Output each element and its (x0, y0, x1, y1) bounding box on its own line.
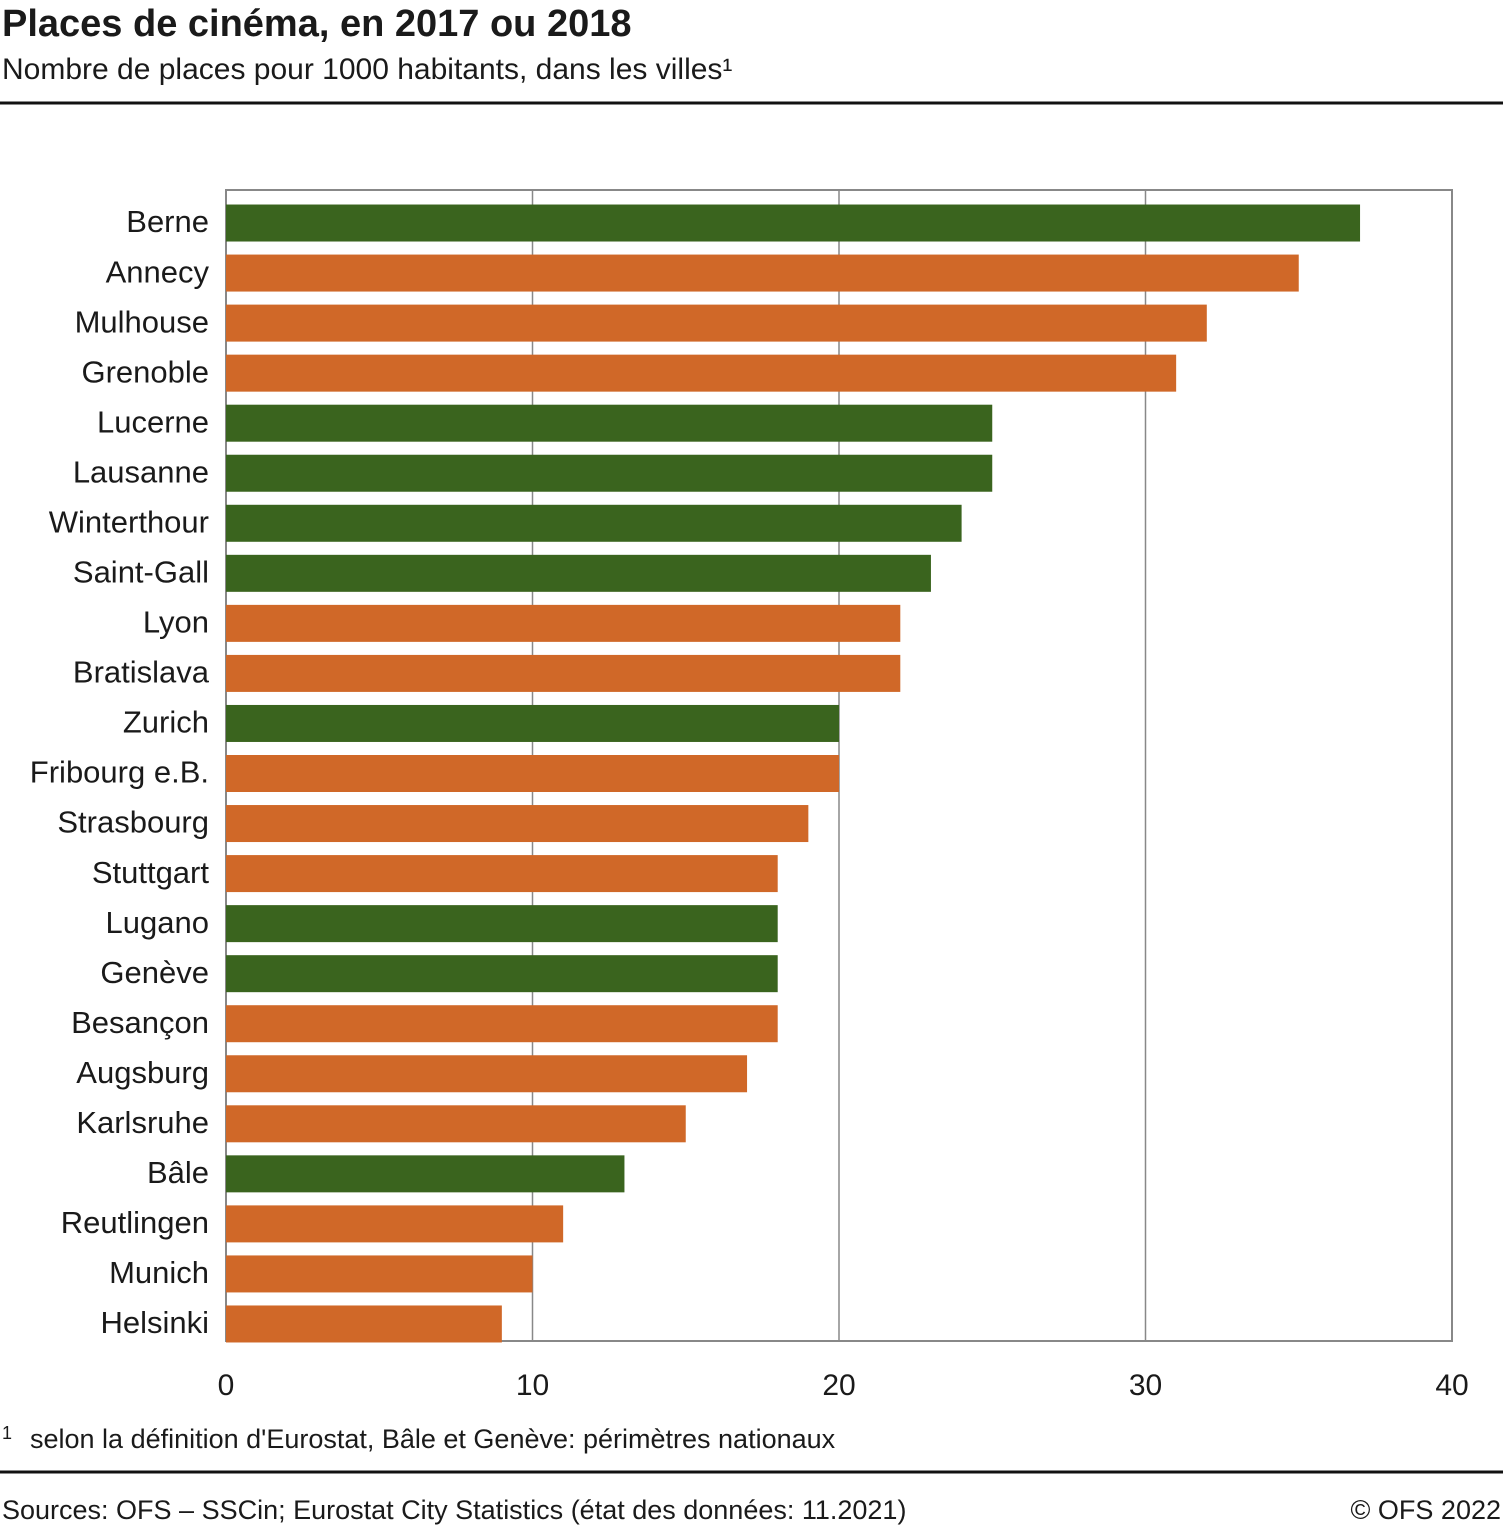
y-tick-label: Lyon (143, 605, 209, 640)
bar (226, 1255, 533, 1293)
y-tick-label: Augsburg (76, 1055, 209, 1090)
bar (226, 955, 778, 993)
y-tick-label: Bratislava (73, 655, 210, 690)
y-tick-label: Genève (100, 955, 209, 990)
footnote-mark: 1 (2, 1423, 12, 1443)
chart-title: Places de cinéma, en 2017 ou 2018 (2, 3, 632, 45)
bar (226, 905, 778, 943)
y-tick-label: Munich (109, 1255, 209, 1290)
y-tick-label: Helsinki (100, 1305, 209, 1340)
y-tick-label: Winterthour (49, 504, 209, 539)
y-tick-label: Zurich (123, 705, 209, 740)
bar (226, 404, 993, 442)
bar (226, 454, 993, 492)
bar (226, 604, 901, 642)
bar (226, 1155, 625, 1193)
bar (226, 1105, 686, 1143)
bar (226, 204, 1361, 242)
y-tick-label: Fribourg e.B. (30, 755, 209, 790)
y-tick-label: Strasbourg (57, 805, 209, 840)
bar (226, 1005, 778, 1043)
y-tick-label: Lausanne (73, 454, 209, 489)
x-tick-label: 20 (822, 1369, 855, 1402)
y-tick-label: Lucerne (97, 404, 209, 439)
bar (226, 254, 1299, 292)
x-tick-label: 10 (516, 1369, 549, 1402)
bar (226, 304, 1207, 342)
bar (226, 1305, 502, 1343)
x-tick-label: 40 (1435, 1369, 1468, 1402)
y-tick-label: Saint-Gall (73, 555, 209, 590)
y-tick-label: Grenoble (81, 354, 209, 389)
y-tick-label: Besançon (71, 1005, 209, 1040)
y-tick-label: Lugano (106, 905, 209, 940)
y-tick-label: Reutlingen (61, 1205, 209, 1240)
bar (226, 504, 962, 542)
y-tick-label: Bâle (147, 1155, 209, 1190)
x-tick-label: 0 (218, 1369, 235, 1402)
y-tick-label: Karlsruhe (76, 1105, 209, 1140)
y-tick-label: Berne (126, 204, 209, 239)
footnote: selon la définition d'Eurostat, Bâle et … (30, 1424, 836, 1454)
bar (226, 654, 901, 692)
y-tick-label: Mulhouse (75, 304, 209, 339)
copyright: © OFS 2022 (1351, 1495, 1501, 1525)
chart-subtitle: Nombre de places pour 1000 habitants, da… (2, 53, 732, 86)
y-tick-label: Annecy (106, 254, 210, 289)
source: Sources: OFS – SSCin; Eurostat City Stat… (2, 1495, 906, 1525)
bar (226, 1205, 564, 1243)
bar (226, 855, 778, 893)
y-tick-label: Stuttgart (92, 855, 210, 890)
bar (226, 1055, 748, 1093)
x-tick-label: 30 (1129, 1369, 1162, 1402)
bar (226, 554, 931, 592)
bar (226, 755, 839, 792)
bar (226, 805, 809, 843)
bar (226, 704, 839, 742)
bar (226, 354, 1177, 392)
